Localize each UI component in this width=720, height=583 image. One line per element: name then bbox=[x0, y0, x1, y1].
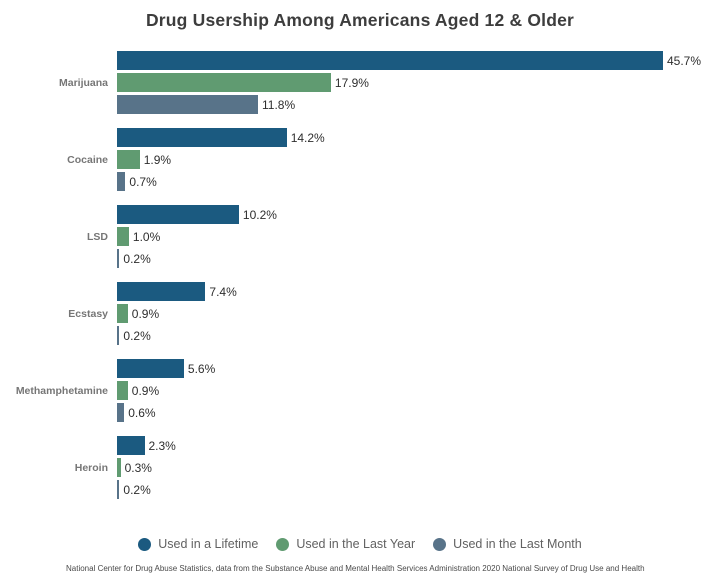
bar-group: 10.2% 1.0% 0.2% bbox=[117, 205, 720, 268]
legend-dot-icon bbox=[138, 537, 152, 551]
bar-row: 10.2% bbox=[117, 205, 720, 224]
category-group: LSD 10.2% 1.0% 0.2% bbox=[0, 205, 720, 268]
category-label: Ecstasy bbox=[68, 307, 108, 320]
bar bbox=[117, 51, 663, 70]
bar-row: 0.7% bbox=[117, 172, 720, 191]
chart: Marijuana 45.7% 17.9% 11.8% Cocaine 14.2… bbox=[0, 51, 720, 499]
bar-value-label: 0.2% bbox=[123, 328, 151, 343]
bar-row: 0.2% bbox=[117, 249, 720, 268]
bar bbox=[117, 249, 120, 268]
category-group: Marijuana 45.7% 17.9% 11.8% bbox=[0, 51, 720, 114]
bar bbox=[117, 205, 239, 224]
legend: Used in a Lifetime Used in the Last Year… bbox=[0, 537, 720, 551]
bar bbox=[117, 304, 128, 323]
bar-value-label: 2.3% bbox=[148, 438, 176, 453]
bar-group: 7.4% 0.9% 0.2% bbox=[117, 282, 720, 345]
category-label: Heroin bbox=[74, 461, 108, 474]
legend-item: Used in the Last Month bbox=[433, 537, 582, 551]
bar-value-label: 0.9% bbox=[131, 383, 160, 398]
bar-value-label: 45.7% bbox=[667, 53, 702, 68]
bar-row: 0.6% bbox=[117, 403, 720, 422]
bar-value-label: 1.9% bbox=[143, 152, 172, 167]
category-group: Ecstasy 7.4% 0.9% 0.2% bbox=[0, 282, 720, 345]
bar bbox=[117, 480, 120, 499]
bar bbox=[117, 403, 125, 422]
legend-dot-icon bbox=[276, 537, 290, 551]
bar-row: 11.8% bbox=[117, 95, 720, 114]
bar-value-label: 10.2% bbox=[242, 207, 277, 222]
bar-row: 5.6% bbox=[117, 359, 720, 378]
category-label: LSD bbox=[87, 230, 108, 243]
bar-value-label: 0.2% bbox=[123, 251, 151, 266]
category-group: Methamphetamine 5.6% 0.9% 0.6% bbox=[0, 359, 720, 422]
bar-value-label: 11.8% bbox=[262, 97, 296, 112]
category-group: Heroin 2.3% 0.3% 0.2% bbox=[0, 436, 720, 499]
bar-group: 5.6% 0.9% 0.6% bbox=[117, 359, 720, 422]
source-note: National Center for Drug Abuse Statistic… bbox=[66, 564, 645, 573]
bar-value-label: 17.9% bbox=[334, 75, 369, 90]
bar-row: 0.2% bbox=[117, 326, 720, 345]
bar-value-label: 5.6% bbox=[187, 361, 216, 376]
bar bbox=[117, 172, 126, 191]
bar-row: 7.4% bbox=[117, 282, 720, 301]
bar-value-label: 0.6% bbox=[128, 405, 156, 420]
bar-value-label: 1.0% bbox=[132, 229, 161, 244]
chart-title: Drug Usership Among Americans Aged 12 & … bbox=[145, 10, 575, 30]
bar bbox=[117, 227, 129, 246]
bar-value-label: 7.4% bbox=[209, 284, 237, 299]
bar-row: 0.9% bbox=[117, 381, 720, 400]
bar-row: 17.9% bbox=[117, 73, 720, 92]
bar-row: 14.2% bbox=[117, 128, 720, 147]
bar-row: 45.7% bbox=[117, 51, 720, 70]
bar bbox=[117, 282, 206, 301]
bar bbox=[117, 326, 120, 345]
bar-row: 1.9% bbox=[117, 150, 720, 169]
bar-row: 2.3% bbox=[117, 436, 720, 455]
bar-value-label: 0.2% bbox=[123, 482, 151, 497]
bar bbox=[117, 95, 258, 114]
legend-item-label: Used in a Lifetime bbox=[158, 537, 259, 551]
legend-item-label: Used in the Last Year bbox=[296, 537, 416, 551]
bar-row: 1.0% bbox=[117, 227, 720, 246]
legend-item-label: Used in the Last Month bbox=[453, 537, 582, 551]
legend-item: Used in a Lifetime bbox=[138, 537, 258, 551]
category-label: Cocaine bbox=[67, 153, 108, 166]
bar-value-label: 0.9% bbox=[131, 306, 160, 321]
bar-group: 45.7% 17.9% 11.8% bbox=[117, 51, 720, 114]
bar-value-label: 0.7% bbox=[129, 174, 157, 189]
bar-row: 0.2% bbox=[117, 480, 720, 499]
bar bbox=[117, 458, 121, 477]
bar bbox=[117, 359, 184, 378]
bar bbox=[117, 381, 128, 400]
bar bbox=[117, 150, 140, 169]
category-group: Cocaine 14.2% 1.9% 0.7% bbox=[0, 128, 720, 191]
bar-group: 14.2% 1.9% 0.7% bbox=[117, 128, 720, 191]
bar-group: 2.3% 0.3% 0.2% bbox=[117, 436, 720, 499]
bar-value-label: 0.3% bbox=[124, 460, 152, 475]
bar-value-label: 14.2% bbox=[290, 130, 325, 145]
legend-item: Used in the Last Year bbox=[276, 537, 415, 551]
bar-row: 0.3% bbox=[117, 458, 720, 477]
legend-dot-icon bbox=[433, 537, 447, 551]
bar bbox=[117, 436, 145, 455]
category-label: Marijuana bbox=[58, 76, 108, 89]
bar bbox=[117, 73, 331, 92]
bar-row: 0.9% bbox=[117, 304, 720, 323]
bar bbox=[117, 128, 287, 147]
category-label: Methamphetamine bbox=[15, 384, 108, 397]
